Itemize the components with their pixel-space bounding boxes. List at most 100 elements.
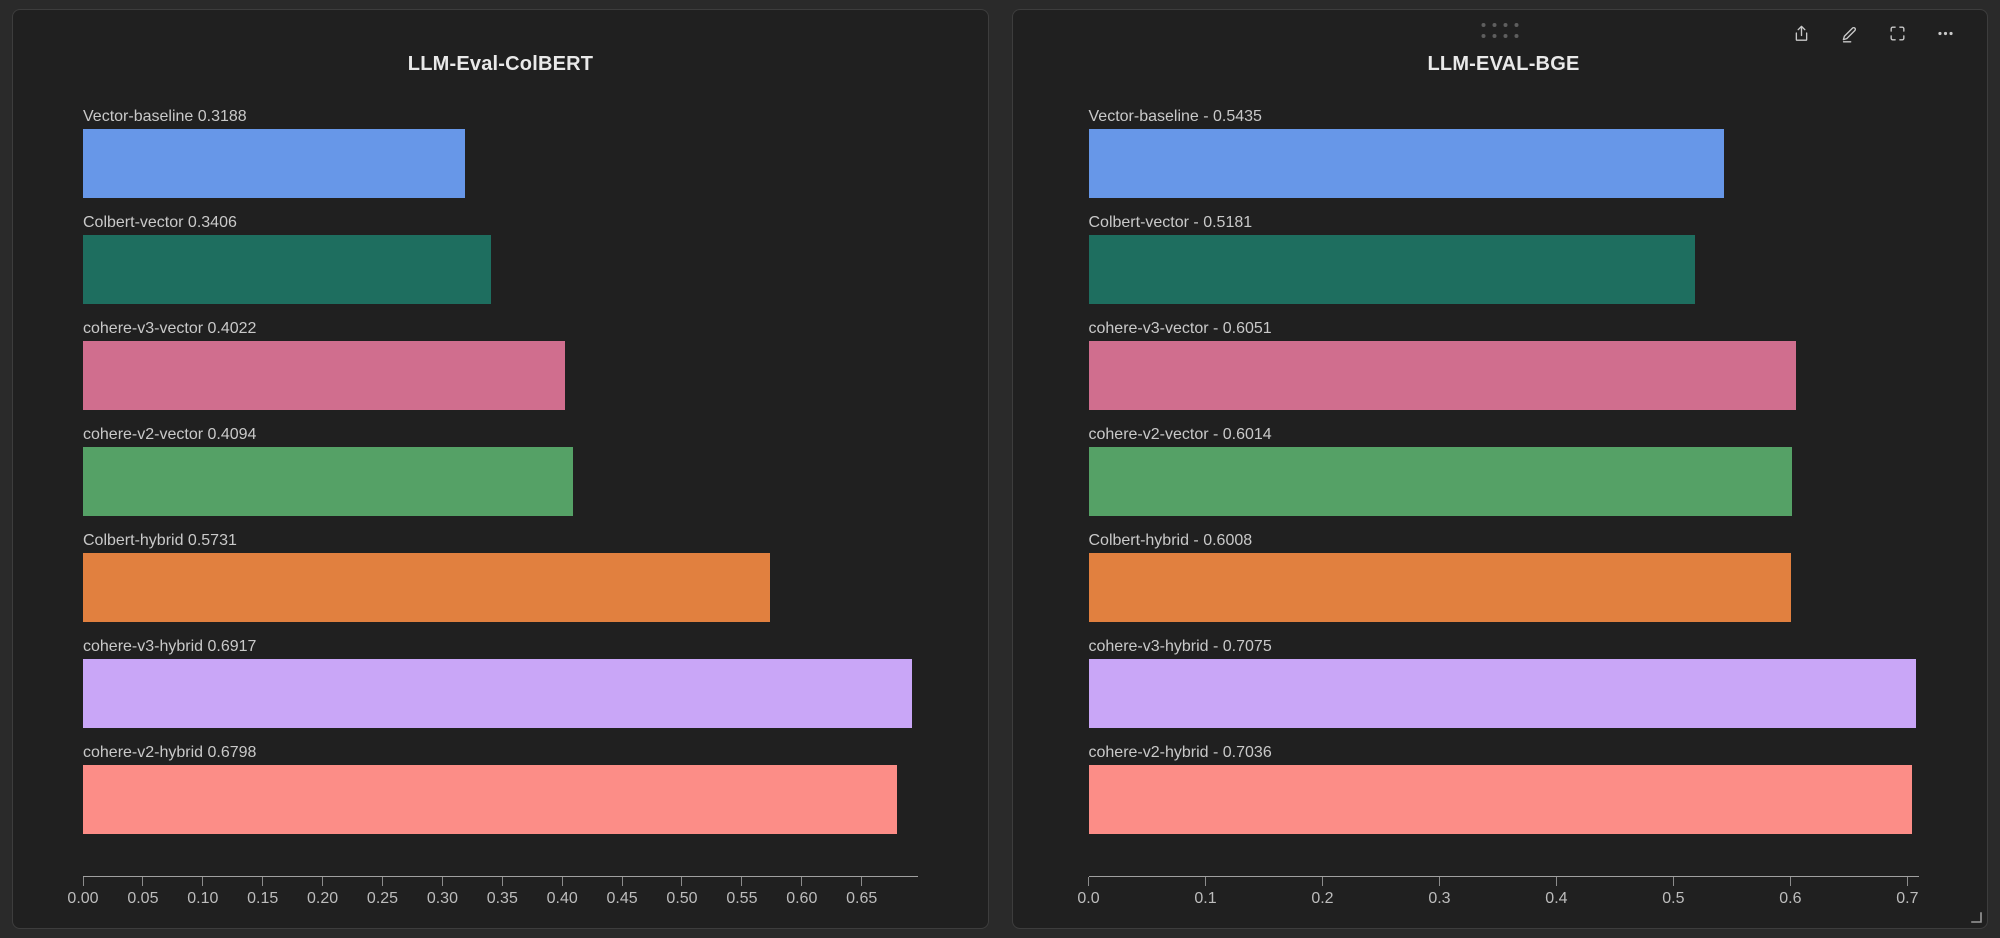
bar-chart: Vector-baseline - 0.5435 Colbert-vector -…: [1088, 107, 1919, 849]
tick-label: 0.25: [366, 890, 399, 907]
bar-label: cohere-v2-hybrid - 0.7036: [1088, 744, 1272, 761]
bar-label: cohere-v3-hybrid - 0.7075: [1088, 638, 1272, 655]
tick-mark: [1438, 877, 1440, 886]
chart-panel-colbert[interactable]: LLM-Eval-ColBERT Vector-baseline 0.3188 C…: [12, 9, 989, 929]
bar-cohere-v2-hybrid[interactable]: [1088, 765, 1912, 834]
x-axis: 0.00 0.05 0.10 0.15 0.20 0.25 0.30 0.35 0.40 0.45…: [67, 876, 918, 916]
tick-label: 0.5: [1662, 890, 1685, 907]
fullscreen-icon[interactable]: [1888, 24, 1907, 43]
bar-label: Colbert-vector 0.3406: [83, 214, 237, 231]
tick-mark: [801, 877, 803, 886]
tick-label: 0.1: [1194, 890, 1217, 907]
bar-cohere-v2-vector[interactable]: [83, 447, 574, 516]
bar-Vector-baseline[interactable]: [83, 129, 465, 198]
bar-row: cohere-v2-hybrid - 0.7036: [1088, 743, 1919, 849]
tick-mark: [501, 877, 503, 886]
tick-label: 0.10: [187, 890, 219, 907]
tick-label: 0.15: [247, 890, 279, 907]
bar-cohere-v2-vector[interactable]: [1088, 447, 1792, 516]
x-axis-line: [83, 876, 918, 877]
tick-label: 0.45: [606, 890, 638, 907]
resize-corner-icon[interactable]: [1970, 911, 1983, 924]
drag-dot: [1481, 34, 1486, 38]
tick-label: 0.05: [127, 890, 159, 907]
drag-dot: [1503, 23, 1508, 27]
bar-label: Vector-baseline - 0.5435: [1088, 108, 1262, 125]
bar-Colbert-vector[interactable]: [1088, 235, 1695, 304]
bar-label: Vector-baseline 0.3188: [83, 108, 247, 125]
drag-dot: [1514, 23, 1519, 27]
bar-cohere-v3-hybrid[interactable]: [1088, 659, 1917, 728]
tick-mark: [561, 877, 563, 886]
bar-label: cohere-v3-vector 0.4022: [83, 320, 257, 337]
tick-mark: [1789, 877, 1791, 886]
bar-Colbert-hybrid[interactable]: [1088, 553, 1792, 622]
bar-label: cohere-v2-vector 0.4094: [83, 426, 257, 443]
drag-handle-dots[interactable]: [1481, 23, 1519, 38]
tick-label: 0.35: [486, 890, 518, 907]
bar-row: cohere-v3-hybrid - 0.7075: [1088, 637, 1919, 743]
bar-cohere-v3-hybrid[interactable]: [83, 659, 912, 728]
bar-row: cohere-v2-vector - 0.6014: [1088, 425, 1919, 531]
bar-Colbert-vector[interactable]: [83, 235, 492, 304]
tick-mark: [202, 877, 204, 886]
tick-mark: [1672, 877, 1674, 886]
bar-row: Vector-baseline 0.3188: [83, 107, 918, 213]
edit-icon[interactable]: [1840, 24, 1859, 43]
bar-cohere-v3-vector[interactable]: [83, 341, 565, 410]
share-icon[interactable]: [1792, 24, 1811, 43]
bar-row: Colbert-hybrid 0.5731: [83, 531, 918, 637]
tick-label: 0.65: [846, 890, 878, 907]
tick-mark: [861, 877, 863, 886]
tick-mark: [1088, 877, 1089, 886]
bar-row: cohere-v2-hybrid 0.6798: [83, 743, 918, 849]
tick-label: 0.7: [1896, 890, 1919, 907]
drag-dot: [1481, 23, 1486, 27]
tick-label: 0.6: [1779, 890, 1802, 907]
x-axis: 0.0 0.1 0.2 0.3 0.4 0.5 0.6 0.7: [1077, 876, 1919, 916]
bar-Colbert-hybrid[interactable]: [83, 553, 770, 622]
bar-label: Colbert-vector - 0.5181: [1088, 214, 1253, 231]
bar-row: Colbert-hybrid - 0.6008: [1088, 531, 1919, 637]
drag-dot: [1492, 23, 1497, 27]
drag-dot: [1514, 34, 1519, 38]
bar-row: cohere-v3-vector - 0.6051: [1088, 319, 1919, 425]
bar-cohere-v2-hybrid[interactable]: [83, 765, 898, 834]
bar-label: cohere-v2-hybrid 0.6798: [83, 744, 257, 761]
more-options-icon[interactable]: [1936, 24, 1955, 43]
tick-label: 0.20: [307, 890, 339, 907]
drag-dot: [1503, 34, 1508, 38]
bar-cohere-v3-vector[interactable]: [1088, 341, 1797, 410]
chart-title: LLM-EVAL-BGE: [1427, 53, 1580, 75]
tick-mark: [1906, 877, 1908, 886]
tick-mark: [262, 877, 264, 886]
tick-mark: [82, 877, 84, 886]
bar-row: cohere-v3-vector 0.4022: [83, 319, 918, 425]
tick-label: 0.40: [546, 890, 578, 907]
bar-label: cohere-v3-vector - 0.6051: [1088, 320, 1272, 337]
bar-Vector-baseline[interactable]: [1088, 129, 1725, 198]
bar-row: Colbert-vector 0.3406: [83, 213, 918, 319]
tick-mark: [741, 877, 743, 886]
tick-mark: [322, 877, 324, 886]
bar-row: cohere-v3-hybrid 0.6917: [83, 637, 918, 743]
bar-label: cohere-v3-hybrid 0.6917: [83, 638, 257, 655]
chart-title: LLM-Eval-ColBERT: [407, 53, 594, 75]
chart-panel-bge[interactable]: LLM-EVAL-BGE Vector-baseline - 0.5435 Col…: [1011, 9, 1988, 929]
tick-mark: [1204, 877, 1206, 886]
bar-row: cohere-v2-vector 0.4094: [83, 425, 918, 531]
panel-toolbar: [1792, 24, 1955, 43]
bar-row: Vector-baseline - 0.5435: [1088, 107, 1919, 213]
tick-mark: [142, 877, 144, 886]
tick-label: 0.55: [726, 890, 758, 907]
tick-label: 0.60: [786, 890, 818, 907]
tick-label: 0.30: [426, 890, 458, 907]
bar-label: cohere-v2-vector - 0.6014: [1088, 426, 1272, 443]
bar-label: Colbert-hybrid 0.5731: [83, 532, 237, 549]
bar-label: Colbert-hybrid - 0.6008: [1088, 532, 1253, 549]
tick-label: 0.00: [67, 890, 99, 907]
x-axis-line: [1088, 876, 1919, 877]
tick-mark: [621, 877, 623, 886]
drag-dot: [1492, 34, 1497, 38]
tick-mark: [381, 877, 383, 886]
